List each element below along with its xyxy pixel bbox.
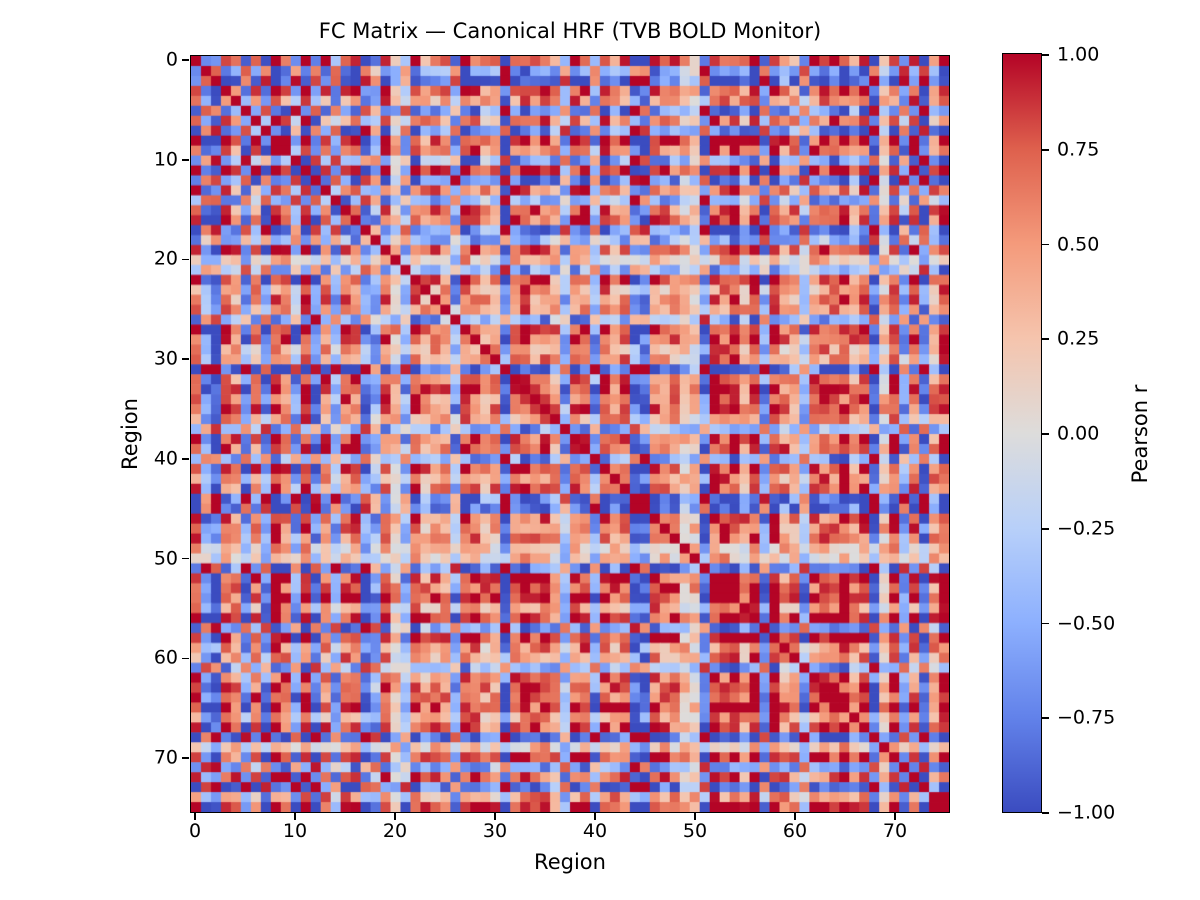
fc-matrix-heatmap bbox=[191, 56, 949, 812]
colorbar-tick-label: −0.50 bbox=[1057, 612, 1116, 634]
y-tick-mark bbox=[182, 358, 189, 360]
colorbar-tick-label: −0.25 bbox=[1057, 517, 1116, 540]
colorbar-tick-mark bbox=[1042, 54, 1049, 56]
colorbar-tick-mark bbox=[1042, 338, 1049, 341]
colorbar-tick-mark bbox=[1042, 717, 1049, 720]
x-tick-mark bbox=[394, 813, 396, 820]
colorbar-tick-mark bbox=[1042, 433, 1049, 435]
colorbar-tick-label: −1.00 bbox=[1057, 801, 1116, 824]
y-tick-mark bbox=[182, 59, 189, 61]
y-tick-label: 50 bbox=[153, 547, 178, 570]
x-tick-label: 60 bbox=[782, 820, 808, 842]
x-tick-label: 50 bbox=[682, 820, 708, 842]
chart-title: FC Matrix — Canonical HRF (TVB BOLD Moni… bbox=[318, 19, 822, 43]
x-tick-label: 40 bbox=[582, 820, 608, 842]
colorbar-tick-mark bbox=[1042, 243, 1049, 246]
colorbar-tick-mark bbox=[1042, 148, 1049, 151]
x-tick-mark bbox=[794, 813, 796, 820]
y-tick-mark bbox=[182, 258, 189, 261]
y-tick-label: 40 bbox=[153, 447, 178, 470]
x-tick-mark bbox=[194, 813, 196, 820]
y-tick-mark bbox=[182, 757, 189, 759]
colorbar bbox=[1002, 53, 1043, 814]
y-tick-label: 30 bbox=[153, 347, 178, 370]
colorbar-tick-label: 0.00 bbox=[1057, 422, 1100, 445]
y-tick-label: 70 bbox=[153, 746, 178, 769]
x-tick-label: 70 bbox=[882, 820, 908, 842]
y-tick-label: 0 bbox=[165, 48, 178, 71]
colorbar-tick-mark bbox=[1042, 622, 1049, 625]
y-tick-mark bbox=[182, 158, 189, 161]
y-tick-label: 60 bbox=[153, 646, 178, 669]
colorbar-tick-label: 0.75 bbox=[1057, 138, 1100, 161]
heatmap-plot-area bbox=[190, 55, 950, 813]
x-tick-mark bbox=[494, 813, 496, 820]
x-tick-mark bbox=[594, 813, 596, 820]
colorbar-label: Pearson r bbox=[1128, 384, 1152, 484]
y-tick-label: 10 bbox=[153, 148, 178, 171]
x-tick-label: 0 bbox=[188, 820, 202, 842]
y-tick-mark bbox=[182, 557, 189, 560]
x-axis-label: Region bbox=[534, 850, 606, 874]
colorbar-tick-label: −0.75 bbox=[1057, 706, 1116, 729]
x-tick-mark bbox=[894, 813, 896, 820]
x-tick-mark bbox=[694, 813, 696, 820]
y-tick-label: 20 bbox=[153, 247, 178, 270]
colorbar-tick-mark bbox=[1042, 527, 1049, 530]
x-tick-label: 30 bbox=[482, 820, 508, 842]
colorbar-tick-label: 0.50 bbox=[1057, 233, 1100, 255]
colorbar-tick-label: 0.25 bbox=[1057, 327, 1100, 350]
colorbar-tick-label: 1.00 bbox=[1057, 43, 1100, 66]
x-tick-label: 10 bbox=[282, 820, 308, 842]
colorbar-tick-mark bbox=[1042, 812, 1049, 814]
y-axis-label: Region bbox=[118, 398, 142, 470]
x-tick-label: 20 bbox=[382, 820, 408, 842]
x-tick-mark bbox=[294, 813, 296, 820]
y-tick-mark bbox=[182, 657, 189, 660]
y-tick-mark bbox=[182, 458, 189, 460]
